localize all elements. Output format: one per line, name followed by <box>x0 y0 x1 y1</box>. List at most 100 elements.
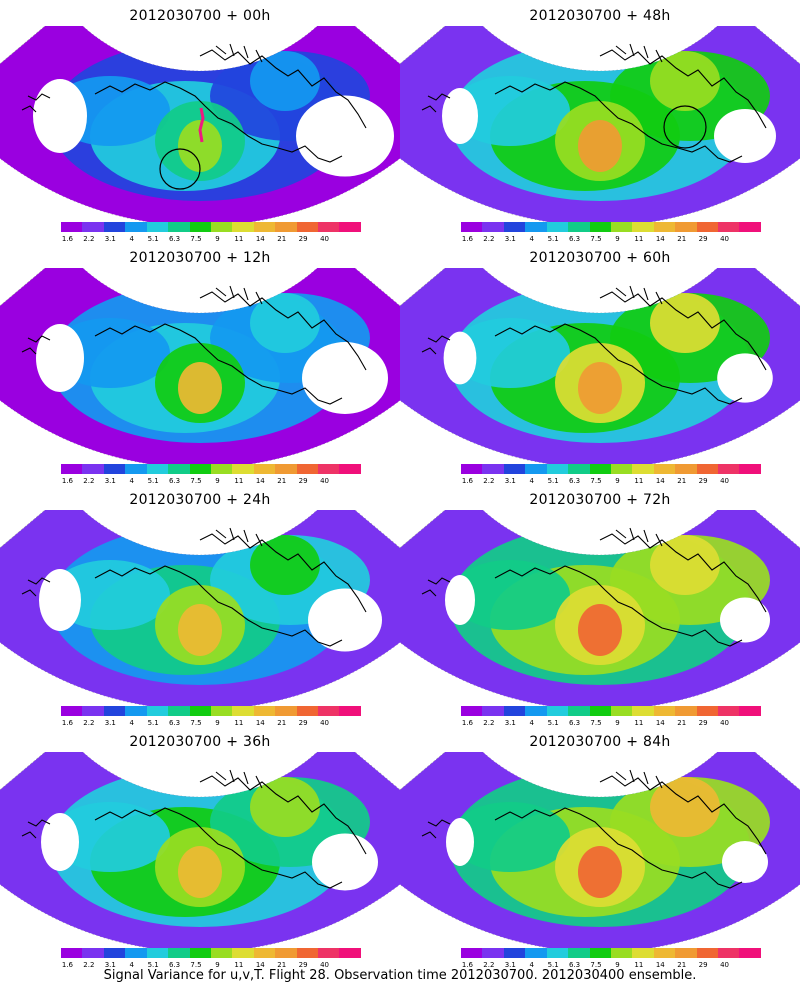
colorbar-labels: 1.6 2.2 3.1 4 5.1 6.3 7.5 9 11 14 21 29 40 <box>461 477 761 487</box>
colorbar-swatch <box>589 222 611 232</box>
colorbar-swatch <box>168 464 190 474</box>
colorbar-tick-label: 11 <box>634 961 644 969</box>
colorbar-tick-label: 29 <box>698 961 708 969</box>
colorbar-tick-label: 40 <box>720 961 730 969</box>
colorbar-tick-label: 6.3 <box>568 235 581 243</box>
variance-map <box>0 510 400 706</box>
colorbar-swatch <box>568 706 590 716</box>
colorbar-swatch <box>589 948 611 958</box>
colorbar-swatch <box>296 948 319 958</box>
colorbar-swatch <box>125 706 147 716</box>
colorbar-tick-label: 2.2 <box>83 235 95 243</box>
panel-title: 2012030700 + 60h <box>529 250 671 266</box>
colorbar-tick-label: 6.3 <box>568 719 581 727</box>
colorbar-swatch <box>275 706 297 716</box>
coastline <box>421 43 767 163</box>
colorbar-swatch <box>718 706 740 716</box>
colorbar-swatch <box>232 706 254 716</box>
colorbar-swatch <box>610 222 633 232</box>
figure-caption: Signal Variance for u,v,T. Flight 28. Ob… <box>103 968 697 983</box>
colorbar-tick-label: 14 <box>255 235 265 243</box>
colorbar-tick-label: 11 <box>634 477 644 485</box>
colorbar-swatch <box>461 222 483 232</box>
colorbar-tick-label: 11 <box>234 961 244 969</box>
colorbar-tick-label: 5.1 <box>547 961 559 969</box>
variance-field <box>400 752 800 948</box>
colorbar-swatch <box>189 464 211 474</box>
colorbar-tick-label: 21 <box>277 235 287 243</box>
colorbar-tick-label: 3.1 <box>504 477 516 485</box>
colorbar-labels: 1.6 2.2 3.1 4 5.1 6.3 7.5 9 11 14 21 29 40 <box>461 961 761 971</box>
colorbar-tick-label: 1.6 <box>461 477 473 485</box>
colorbar-tick-label: 7.5 <box>590 235 602 243</box>
colorbar-swatch <box>61 464 83 474</box>
colorbar-swatch <box>253 706 276 716</box>
colorbar-labels: 1.6 2.2 3.1 4 5.1 6.3 7.5 9 11 14 21 29 40 <box>61 961 361 971</box>
colorbar-swatch <box>82 948 104 958</box>
colorbar-swatch <box>718 948 740 958</box>
colorbar-tick-label: 7.5 <box>590 477 602 485</box>
colorbar <box>61 464 361 474</box>
variance-map <box>0 26 400 222</box>
colorbar-tick-label: 1.6 <box>461 961 473 969</box>
colorbar-swatch <box>461 706 483 716</box>
colorbar-tick-label: 9 <box>215 477 220 485</box>
colorbar-swatch <box>482 948 504 958</box>
colorbar-tick-label: 7.5 <box>590 719 602 727</box>
colorbar-swatch <box>739 222 761 232</box>
colorbar-swatch <box>189 706 211 716</box>
variance-map <box>0 752 400 948</box>
colorbar-tick-label: 9 <box>615 961 620 969</box>
coastline <box>21 285 367 405</box>
colorbar-tick-label: 40 <box>720 235 730 243</box>
colorbar-tick-label: 11 <box>234 719 244 727</box>
colorbar <box>461 464 761 474</box>
colorbar-labels: 1.6 2.2 3.1 4 5.1 6.3 7.5 9 11 14 21 29 40 <box>61 719 361 729</box>
colorbar-swatch <box>82 464 104 474</box>
colorbar-swatch <box>339 948 361 958</box>
colorbar-tick-label: 1.6 <box>61 477 73 485</box>
colorbar-swatch <box>253 464 276 474</box>
colorbar-tick-label: 29 <box>298 235 308 243</box>
colorbar-swatch <box>675 222 697 232</box>
colorbar-tick-label: 1.6 <box>461 235 473 243</box>
colorbar-labels: 1.6 2.2 3.1 4 5.1 6.3 7.5 9 11 14 21 29 40 <box>61 235 361 245</box>
colorbar-swatch <box>482 222 504 232</box>
colorbar-swatch <box>82 706 104 716</box>
colorbar-tick-label: 14 <box>255 961 265 969</box>
colorbar-swatch <box>339 222 361 232</box>
colorbar-swatch <box>632 948 654 958</box>
colorbar-swatch <box>61 222 83 232</box>
colorbar-tick-label: 21 <box>277 719 287 727</box>
colorbar-tick-label: 14 <box>655 235 665 243</box>
colorbar-tick-label: 3.1 <box>104 477 116 485</box>
colorbar-tick-label: 5.1 <box>147 477 159 485</box>
colorbar-swatch <box>318 706 340 716</box>
colorbar-swatch <box>253 948 276 958</box>
panel-title: 2012030700 + 48h <box>529 8 671 24</box>
colorbar-tick-label: 7.5 <box>190 235 202 243</box>
colorbar-tick-label: 5.1 <box>147 961 159 969</box>
map-panel: 2012030700 + 00h 1.6 2.2 3.1 4 5.1 6.3 7.5 9 11 14… <box>0 0 400 245</box>
colorbar-swatch <box>632 706 654 716</box>
colorbar-swatch <box>696 464 719 474</box>
colorbar-tick-label: 14 <box>655 961 665 969</box>
colorbar-tick-label: 4 <box>129 961 134 969</box>
colorbar-swatch <box>318 948 340 958</box>
colorbar-swatch <box>125 464 147 474</box>
colorbar-tick-label: 2.2 <box>83 719 95 727</box>
colorbar-swatch <box>718 222 740 232</box>
colorbar-swatch <box>482 706 504 716</box>
coastline <box>21 527 367 647</box>
colorbar-tick-label: 2.2 <box>83 961 95 969</box>
coastline <box>21 43 367 163</box>
colorbar-swatch <box>739 706 761 716</box>
colorbar-tick-label: 2.2 <box>83 477 95 485</box>
colorbar-tick-label: 40 <box>720 477 730 485</box>
observation-circle <box>159 148 201 190</box>
colorbar-swatch <box>103 948 126 958</box>
colorbar-swatch <box>146 222 169 232</box>
colorbar-tick-label: 11 <box>234 477 244 485</box>
colorbar-swatch <box>546 948 569 958</box>
colorbar-swatch <box>632 464 654 474</box>
